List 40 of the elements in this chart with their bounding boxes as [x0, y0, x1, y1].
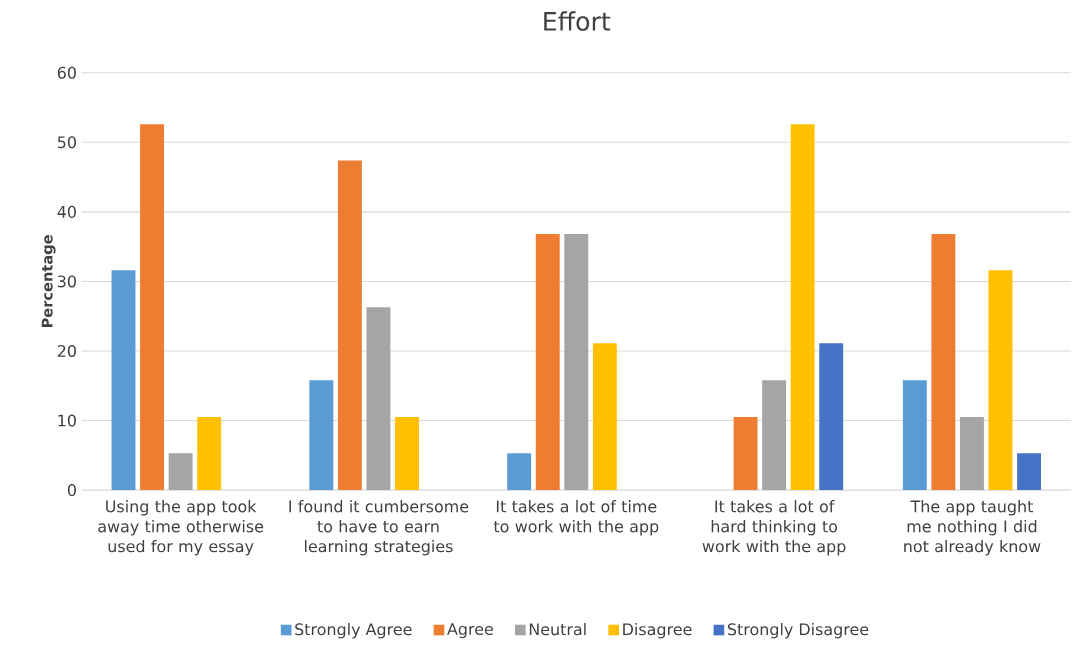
- y-tick-label: 10: [58, 414, 76, 427]
- x-tick-label: It takes a lot of time to work with the app: [493, 499, 659, 536]
- y-tick-label: 30: [57, 275, 76, 288]
- x-tick-label: The app taught me nothing I did not already know: [904, 499, 1041, 556]
- bar: [592, 343, 617, 490]
- legend-label: Strongly Agree: [295, 622, 412, 639]
- chart-title: Effort: [544, 11, 611, 31]
- bar: [902, 379, 927, 490]
- x-tick-label: I found it cumbersome to have to earn learning strategies: [289, 499, 469, 556]
- bar: [931, 233, 956, 490]
- bar: [337, 160, 362, 490]
- bar: [140, 123, 165, 490]
- legend-label: Neutral: [529, 622, 586, 636]
- x-tick-label: Using the app took away time otherwise used for my essay: [98, 499, 264, 556]
- bar: [960, 416, 984, 490]
- bar: [762, 379, 787, 490]
- bar: [790, 123, 815, 490]
- bar: [819, 343, 844, 490]
- y-tick-label: 40: [57, 205, 76, 218]
- bar: [111, 270, 136, 490]
- bar: [309, 379, 334, 490]
- bar: [535, 233, 560, 490]
- bar: [168, 453, 193, 490]
- x-tick-label: It takes a lot of hard thinking to work with the app: [702, 499, 846, 556]
- bar: [395, 416, 419, 490]
- bar: [507, 453, 532, 490]
- bar: [564, 233, 589, 490]
- legend-label: Strongly Disagree: [727, 622, 869, 639]
- bar: [197, 416, 222, 490]
- legend-label: Disagree: [623, 622, 692, 639]
- bar: [1017, 453, 1042, 490]
- bar: [733, 416, 758, 490]
- y-axis-title: Percentage: [41, 234, 56, 327]
- y-tick-label: 50: [57, 136, 76, 149]
- y-tick-label: 20: [57, 344, 76, 357]
- legend-label: Agree: [447, 623, 493, 638]
- bar: [988, 270, 1013, 490]
- y-tick-label: 0: [67, 483, 76, 496]
- bar: [366, 306, 391, 490]
- y-tick-label: 60: [57, 66, 76, 79]
